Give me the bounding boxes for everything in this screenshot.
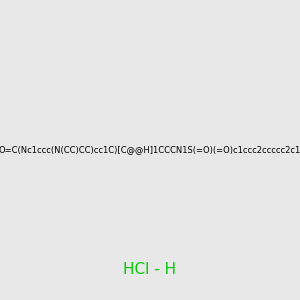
Text: O=C(Nc1ccc(N(CC)CC)cc1C)[C@@H]1CCCN1S(=O)(=O)c1ccc2ccccc2c1: O=C(Nc1ccc(N(CC)CC)cc1C)[C@@H]1CCCN1S(=O… bbox=[0, 146, 300, 154]
Text: HCl - H: HCl - H bbox=[123, 262, 177, 278]
